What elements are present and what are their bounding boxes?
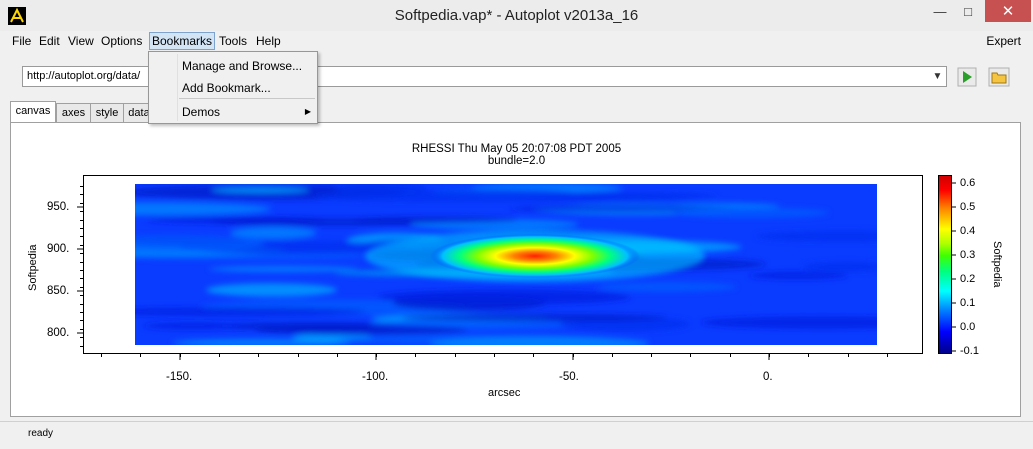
chevron-down-icon[interactable]: ▼: [932, 71, 943, 82]
x-tick-label: -100.: [362, 371, 389, 383]
heatmap-band: [352, 216, 519, 224]
menu-gutter: [177, 54, 178, 121]
colorbar-tick-label: 0.3: [960, 249, 976, 261]
open-file-button[interactable]: [988, 67, 1010, 87]
x-tick-label: -50.: [559, 371, 579, 383]
y-tick-label: 950.: [47, 201, 70, 213]
colorbar-axis-label: Softpedia: [991, 241, 1003, 288]
minimize-icon[interactable]: —: [933, 3, 947, 19]
menu-separator: [179, 98, 315, 99]
y-axis-label: Softpedia: [27, 244, 39, 291]
plot-area[interactable]: [83, 175, 923, 354]
plot-subtitle: bundle=2.0: [487, 155, 546, 167]
close-icon[interactable]: ✕: [985, 0, 1031, 22]
tab-data[interactable]: data: [123, 103, 155, 123]
x-tick-label: 0.: [763, 371, 773, 383]
heatmap-band: [755, 230, 877, 242]
menu-help[interactable]: Help: [256, 34, 281, 48]
canvas-panel: RHESSI Thu May 05 20:07:08 PDT 2005 bund…: [10, 122, 1021, 417]
heatmap-band: [135, 235, 265, 252]
colorbar-tick-label: 0.4: [960, 225, 976, 237]
heatmap-band: [400, 314, 667, 322]
menu-add-bookmark[interactable]: Add Bookmark...: [182, 81, 271, 95]
heatmap-band: [143, 322, 242, 330]
go-button[interactable]: [957, 67, 977, 87]
play-icon: [957, 67, 977, 87]
menu-demos[interactable]: Demos: [182, 105, 221, 119]
submenu-arrow-icon: ▶: [304, 107, 311, 116]
heatmap-band: [700, 316, 877, 329]
heatmap-band: [377, 289, 631, 305]
heatmap-band: [803, 261, 877, 272]
folder-icon: [988, 67, 1010, 87]
colorbar-tick-label: 0.0: [960, 321, 976, 333]
y-tick-label: 850.: [47, 285, 70, 297]
heatmap-band: [205, 283, 338, 297]
x-tick-label: -150.: [166, 371, 193, 383]
url-value: http://autoplot.org/data/: [27, 70, 141, 82]
heatmap-band: [135, 307, 367, 316]
menu-file[interactable]: File: [12, 34, 32, 48]
menu-edit[interactable]: Edit: [39, 34, 60, 48]
menu-options[interactable]: Options: [101, 34, 143, 48]
autoplot-logo-icon: [8, 7, 26, 25]
status-bar: ready: [0, 421, 1033, 449]
x-axis-label: arcsec: [488, 387, 521, 399]
y-tick-label: 800.: [47, 327, 70, 339]
maximize-icon[interactable]: □: [964, 3, 972, 19]
heatmap-band: [208, 265, 359, 273]
colorbar: [938, 175, 952, 354]
heatmap-band: [135, 202, 271, 216]
expert-mode-label[interactable]: Expert: [986, 34, 1021, 48]
heatmap-band: [255, 325, 468, 336]
heatmap-band: [597, 282, 737, 292]
menu-tools[interactable]: Tools: [219, 34, 248, 48]
heatmap-band: [230, 226, 317, 239]
menu-bookmarks[interactable]: Bookmarks: [149, 32, 216, 50]
bookmarks-dropdown-menu: Manage and Browse... Add Bookmark... Dem…: [148, 51, 318, 124]
heatmap-band: [429, 336, 650, 345]
heatmap-image: [135, 184, 877, 345]
colorbar-tick-label: 0.1: [960, 297, 976, 309]
heatmap-band: [749, 271, 848, 280]
tab-axes[interactable]: axes: [56, 103, 91, 123]
status-text: ready: [28, 428, 54, 439]
window-title: Softpedia.vap* - Autoplot v2013a_16: [394, 7, 639, 24]
title-bar: Softpedia.vap* - Autoplot v2013a_16 — □ …: [0, 0, 1033, 32]
heatmap-band: [211, 186, 310, 194]
menu-view[interactable]: View: [68, 34, 94, 48]
colorbar-tick-label: 0.6: [960, 177, 976, 189]
heatmap-band: [333, 184, 427, 196]
menu-bar: File Edit View Options Bookmarks Tools H…: [0, 31, 1033, 51]
colorbar-tick-label: -0.1: [960, 345, 979, 357]
colorbar-tick-label: 0.2: [960, 273, 976, 285]
colorbar-tick-label: 0.5: [960, 201, 976, 213]
y-tick-label: 900.: [47, 243, 70, 255]
tab-canvas[interactable]: canvas: [10, 101, 56, 123]
plot-title: RHESSI Thu May 05 20:07:08 PDT 2005: [411, 143, 622, 155]
menu-manage-and-browse[interactable]: Manage and Browse...: [182, 59, 303, 73]
tab-style[interactable]: style: [90, 103, 124, 123]
heatmap-band: [673, 207, 829, 218]
